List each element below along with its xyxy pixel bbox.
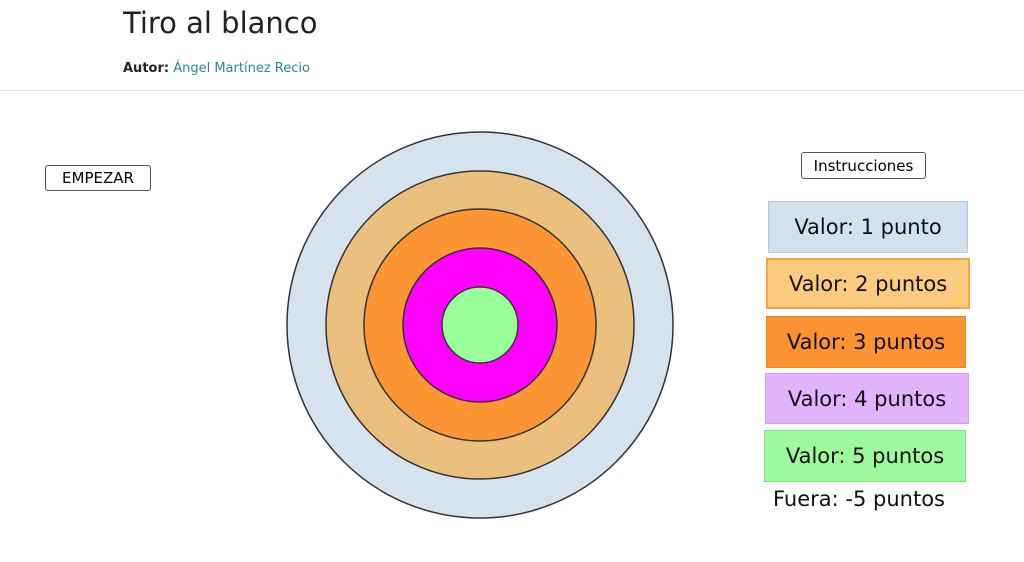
legend-item-3-points: Valor: 3 puntos bbox=[766, 316, 966, 368]
author-link[interactable]: Ángel Martínez Recio bbox=[173, 61, 310, 76]
start-button[interactable]: EMPEZAR bbox=[45, 165, 151, 191]
author-label: Autor: bbox=[123, 61, 170, 76]
instructions-button[interactable]: Instrucciones bbox=[801, 152, 926, 179]
legend-item-5-points: Valor: 5 puntos bbox=[764, 430, 966, 482]
target-board[interactable] bbox=[280, 128, 680, 528]
page-title: Tiro al blanco bbox=[123, 6, 318, 40]
legend-item-1-point: Valor: 1 punto bbox=[768, 201, 968, 253]
legend-outside-label: Fuera: -5 puntos bbox=[773, 487, 945, 511]
author-line: Autor: Ángel Martínez Recio bbox=[123, 61, 310, 76]
page-header: Tiro al blanco Autor: Ángel Martínez Rec… bbox=[0, 0, 1024, 91]
legend-item-4-points: Valor: 4 puntos bbox=[765, 373, 969, 424]
target-ring-5[interactable] bbox=[441, 286, 519, 364]
legend-item-2-points: Valor: 2 puntos bbox=[766, 258, 970, 309]
